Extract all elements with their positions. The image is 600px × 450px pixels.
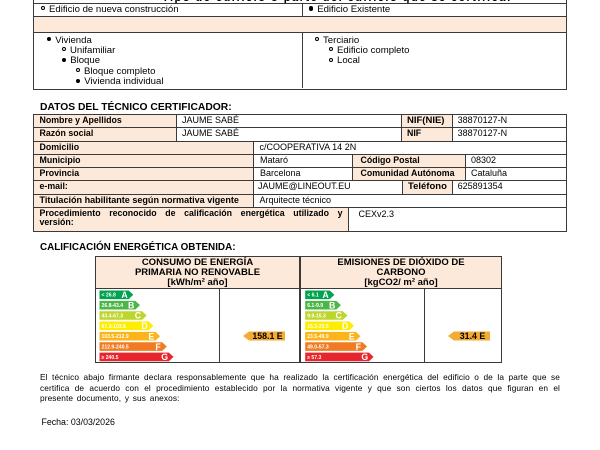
svg-text:F: F [356, 342, 362, 352]
svg-text:23.5-49.9: 23.5-49.9 [307, 334, 329, 340]
svg-text:E: E [148, 331, 154, 341]
svg-text:A: A [322, 290, 329, 300]
svg-text:F: F [155, 342, 161, 352]
svg-text:67.3-103.5: 67.3-103.5 [102, 324, 127, 330]
svg-text:B: B [128, 300, 134, 310]
svg-text:43.4-67.3: 43.4-67.3 [102, 313, 124, 319]
svg-text:9.9-15.3: 9.9-15.3 [307, 313, 326, 319]
svg-text:D: D [342, 321, 348, 331]
svg-text:C: C [335, 311, 342, 321]
svg-text:6.1-9.9: 6.1-9.9 [307, 303, 323, 309]
svg-text:< 6.1: < 6.1 [307, 293, 319, 299]
svg-text:< 26.8: < 26.8 [102, 293, 116, 299]
svg-text:G: G [161, 352, 168, 362]
svg-text:15.3-23.5: 15.3-23.5 [307, 324, 329, 330]
svg-text:C: C [135, 311, 142, 321]
svg-text:26.8-43.4: 26.8-43.4 [102, 303, 124, 309]
svg-text:E: E [349, 331, 355, 341]
svg-text:≥ 57.3: ≥ 57.3 [307, 355, 321, 361]
svg-text:31.4 E: 31.4 E [460, 331, 486, 341]
svg-text:D: D [141, 321, 147, 331]
svg-text:G: G [361, 352, 368, 362]
svg-text:212.9-240.5: 212.9-240.5 [102, 344, 129, 350]
svg-text:≥ 240.5: ≥ 240.5 [102, 355, 119, 361]
svg-text:158.1 E: 158.1 E [252, 331, 282, 341]
svg-text:A: A [121, 290, 128, 300]
svg-text:103.5-212.9: 103.5-212.9 [102, 334, 129, 340]
svg-text:B: B [329, 300, 335, 310]
svg-text:49.0-57.3: 49.0-57.3 [307, 344, 329, 350]
